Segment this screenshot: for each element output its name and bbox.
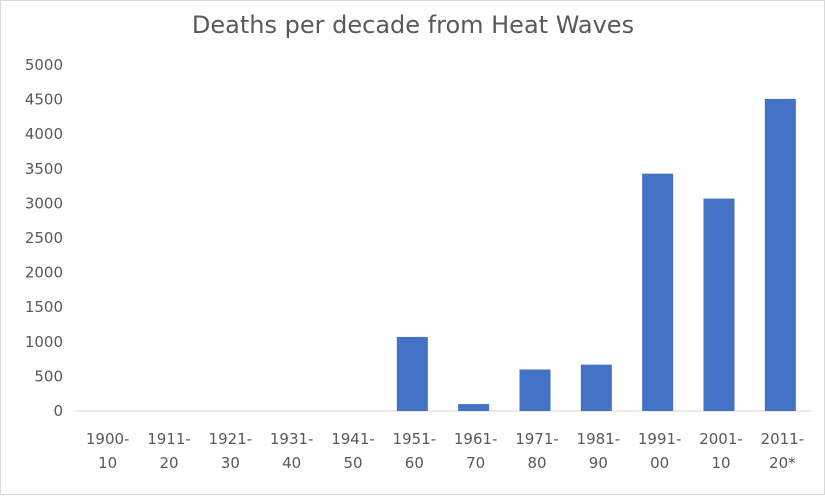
x-axis: 1900- 10 1911- 20 1921- 30 1931- 40 1941- 50 1951-… — [86, 430, 804, 472]
bar — [642, 173, 674, 411]
x-tick-label: 80 — [527, 454, 546, 472]
x-tick-label: 90 — [589, 454, 608, 472]
y-tick-label: 500 — [34, 367, 63, 385]
y-axis: 0 500 1000 1500 2000 2500 3000 3500 4000 4500 5000 — [25, 56, 63, 420]
x-tick-label: 30 — [221, 454, 240, 472]
x-tick-label: 1941- — [331, 430, 375, 448]
x-tick-label: 10 — [98, 454, 117, 472]
y-tick-label: 3500 — [25, 160, 63, 178]
y-tick-label: 2500 — [25, 229, 63, 247]
y-tick-label: 2000 — [25, 264, 63, 282]
x-tick-label: 70 — [466, 454, 485, 472]
bar — [764, 98, 796, 412]
y-tick-label: 4000 — [25, 125, 63, 143]
bars — [396, 98, 796, 412]
x-tick-label: 2001- — [699, 430, 743, 448]
y-tick-label: 4500 — [25, 91, 63, 109]
y-tick-label: 5000 — [25, 56, 63, 74]
bar — [458, 404, 490, 411]
x-tick-label: 20 — [159, 454, 178, 472]
x-tick-label: 40 — [282, 454, 301, 472]
x-tick-label: 1981- — [577, 430, 621, 448]
x-tick-label: 1911- — [147, 430, 191, 448]
x-tick-label: 20* — [769, 454, 796, 472]
x-tick-label: 60 — [405, 454, 424, 472]
bar — [519, 369, 551, 411]
chart-title: Deaths per decade from Heat Waves — [192, 11, 634, 39]
x-tick-label: 1900- — [86, 430, 130, 448]
bar — [580, 364, 612, 411]
x-tick-label: 00 — [650, 454, 669, 472]
x-tick-label: 1931- — [270, 430, 314, 448]
x-tick-label: 1971- — [515, 430, 559, 448]
x-tick-label: 1951- — [393, 430, 437, 448]
x-tick-label: 1961- — [454, 430, 498, 448]
x-tick-label: 1921- — [209, 430, 253, 448]
x-tick-label: 2011- — [761, 430, 805, 448]
x-tick-label: 1991- — [638, 430, 682, 448]
bar — [703, 198, 735, 411]
x-tick-label: 10 — [711, 454, 730, 472]
y-tick-label: 1500 — [25, 298, 63, 316]
y-tick-label: 0 — [53, 402, 63, 420]
x-tick-label: 50 — [343, 454, 362, 472]
y-tick-label: 3000 — [25, 194, 63, 212]
bar — [396, 336, 428, 411]
y-tick-label: 1000 — [25, 333, 63, 351]
